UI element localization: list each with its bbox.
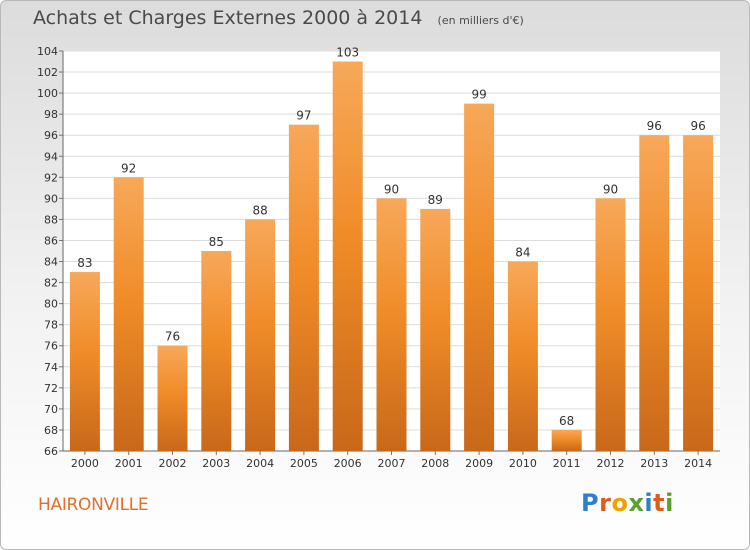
x-tick-label: 2005 — [290, 457, 318, 470]
bar-value-label: 89 — [428, 193, 443, 207]
x-tick-label: 2010 — [509, 457, 537, 470]
proxiti-logo: Proxiti — [581, 489, 674, 517]
y-tick-label: 68 — [44, 424, 58, 437]
bar-value-label: 99 — [471, 88, 486, 102]
y-tick-label: 78 — [44, 319, 58, 332]
chart-subtitle: (en milliers d'€) — [437, 14, 524, 27]
bar — [551, 429, 582, 451]
bar-value-label: 88 — [252, 203, 267, 217]
y-tick-label: 100 — [37, 87, 58, 100]
logo-letter: x — [628, 489, 645, 517]
logo-letter: P — [581, 489, 600, 517]
x-tick-label: 2006 — [334, 457, 362, 470]
logo-letter: i — [644, 489, 654, 517]
bar-value-label: 85 — [209, 235, 224, 249]
y-tick-label: 72 — [44, 382, 58, 395]
x-tick-label: 2008 — [421, 457, 449, 470]
bar-value-label: 90 — [603, 182, 618, 196]
bar-value-label: 92 — [121, 161, 136, 175]
y-tick-label: 82 — [44, 277, 58, 290]
bar — [420, 208, 451, 451]
logo-letter: t — [653, 489, 666, 517]
logo-letter: o — [611, 489, 629, 517]
x-tick-label: 2012 — [597, 457, 625, 470]
bar-value-label: 68 — [559, 414, 574, 428]
y-tick-label: 90 — [44, 192, 58, 205]
x-tick-label: 2003 — [202, 457, 230, 470]
y-tick-label: 70 — [44, 403, 58, 416]
bar-value-label: 96 — [647, 119, 662, 133]
bar — [201, 251, 232, 451]
x-tick-label: 2011 — [553, 457, 581, 470]
y-tick-label: 96 — [44, 129, 58, 142]
x-tick-label: 2002 — [159, 457, 187, 470]
bar — [683, 135, 714, 452]
bar — [595, 198, 626, 451]
bar — [288, 124, 319, 452]
bar — [639, 135, 670, 452]
y-tick-label: 102 — [37, 66, 58, 79]
y-tick-label: 98 — [44, 108, 58, 121]
bar-value-label: 83 — [77, 256, 92, 270]
y-tick-label: 76 — [44, 340, 58, 353]
y-tick-label: 66 — [44, 445, 58, 458]
bar-value-label: 96 — [690, 119, 705, 133]
y-tick-label: 92 — [44, 171, 58, 184]
bar — [376, 198, 407, 451]
bar-value-label: 84 — [515, 246, 530, 260]
x-tick-label: 2009 — [465, 457, 493, 470]
x-tick-label: 2014 — [684, 457, 712, 470]
y-tick-label: 86 — [44, 234, 58, 247]
bar — [113, 177, 144, 451]
bar-value-label: 97 — [296, 109, 311, 123]
chart-header: Achats et Charges Externes 2000 à 2014 (… — [33, 7, 524, 29]
bar — [464, 103, 495, 451]
bar — [245, 219, 276, 451]
x-tick-label: 2004 — [246, 457, 274, 470]
y-tick-label: 104 — [37, 45, 58, 58]
bar-value-label: 103 — [336, 46, 359, 60]
bar — [507, 261, 538, 451]
x-tick-label: 2001 — [115, 457, 143, 470]
bar-value-label: 90 — [384, 182, 399, 196]
y-tick-label: 88 — [44, 213, 58, 226]
bar — [332, 61, 363, 452]
x-tick-label: 2000 — [71, 457, 99, 470]
bar — [157, 345, 188, 451]
bar — [69, 272, 100, 451]
bar-value-label: 76 — [165, 330, 180, 344]
x-tick-label: 2013 — [640, 457, 668, 470]
y-tick-label: 74 — [44, 361, 58, 374]
logo-letter: r — [599, 489, 612, 517]
commune-name: HAIRONVILLE — [38, 495, 149, 515]
y-tick-label: 94 — [44, 150, 58, 163]
logo-letter: i — [665, 489, 674, 517]
y-tick-label: 80 — [44, 298, 58, 311]
chart-title: Achats et Charges Externes 2000 à 2014 — [33, 7, 423, 29]
x-tick-label: 2007 — [378, 457, 406, 470]
y-tick-label: 84 — [44, 256, 58, 269]
